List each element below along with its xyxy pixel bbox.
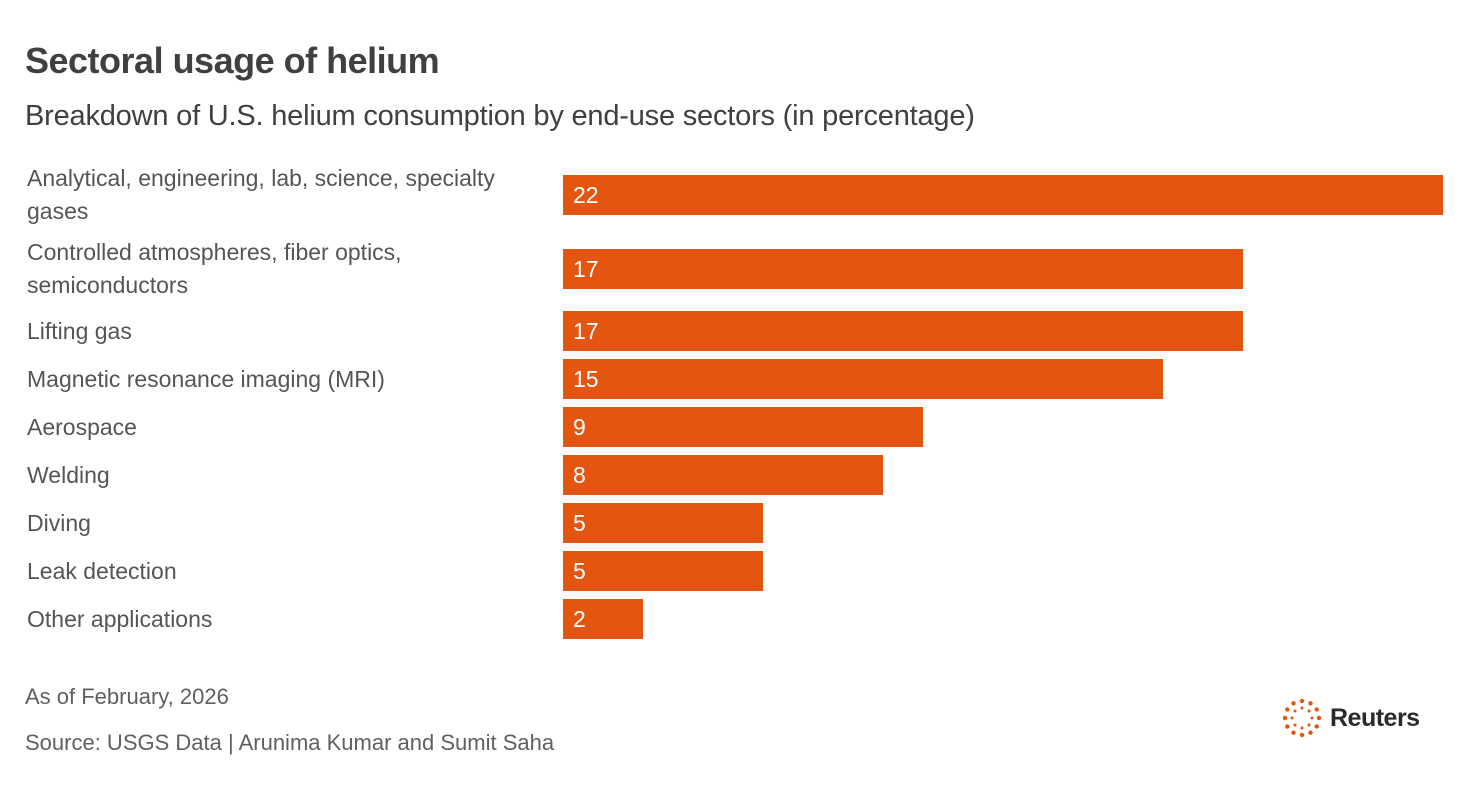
chart-subtitle: Breakdown of U.S. helium consumption by …: [25, 100, 975, 132]
bar-value-label: 22: [573, 182, 599, 208]
category-label: Analytical, engineering, lab, science, s…: [27, 165, 495, 224]
reuters-dots-icon: [1282, 698, 1322, 738]
source-note: Source: USGS Data | Arunima Kumar and Su…: [25, 730, 555, 755]
category-label: Magnetic resonance imaging (MRI): [27, 366, 385, 392]
as-of-note: As of February, 2026: [25, 684, 229, 709]
bar: 17: [563, 249, 1243, 289]
category-label: Aerospace: [27, 414, 137, 440]
bar: 8: [563, 455, 883, 495]
bar-value-label: 5: [573, 558, 586, 584]
bar-value-label: 17: [573, 318, 599, 344]
category-label: Lifting gas: [27, 318, 132, 344]
bar-value-label: 9: [573, 414, 586, 440]
bar-value-label: 8: [573, 462, 586, 488]
bar-value-label: 2: [573, 606, 586, 632]
bar-value-label: 5: [573, 510, 586, 536]
bar: 17: [563, 311, 1243, 351]
chart-title: Sectoral usage of helium: [25, 40, 440, 81]
bar-value-label: 17: [573, 256, 599, 282]
bar: 15: [563, 359, 1163, 399]
reuters-logo: Reuters: [1282, 698, 1420, 738]
bar: 5: [563, 503, 763, 543]
bar: 2: [563, 599, 643, 639]
category-label: Other applications: [27, 606, 213, 632]
category-label: Leak detection: [27, 558, 177, 584]
bar: 5: [563, 551, 763, 591]
category-label: Controlled atmospheres, fiber optics, se…: [27, 239, 402, 298]
bar: 9: [563, 407, 923, 447]
bar-value-label: 15: [573, 366, 599, 392]
category-label: Diving: [27, 510, 91, 536]
reuters-wordmark: Reuters: [1330, 703, 1420, 732]
bar: 22: [563, 175, 1443, 215]
category-label: Welding: [27, 462, 110, 488]
